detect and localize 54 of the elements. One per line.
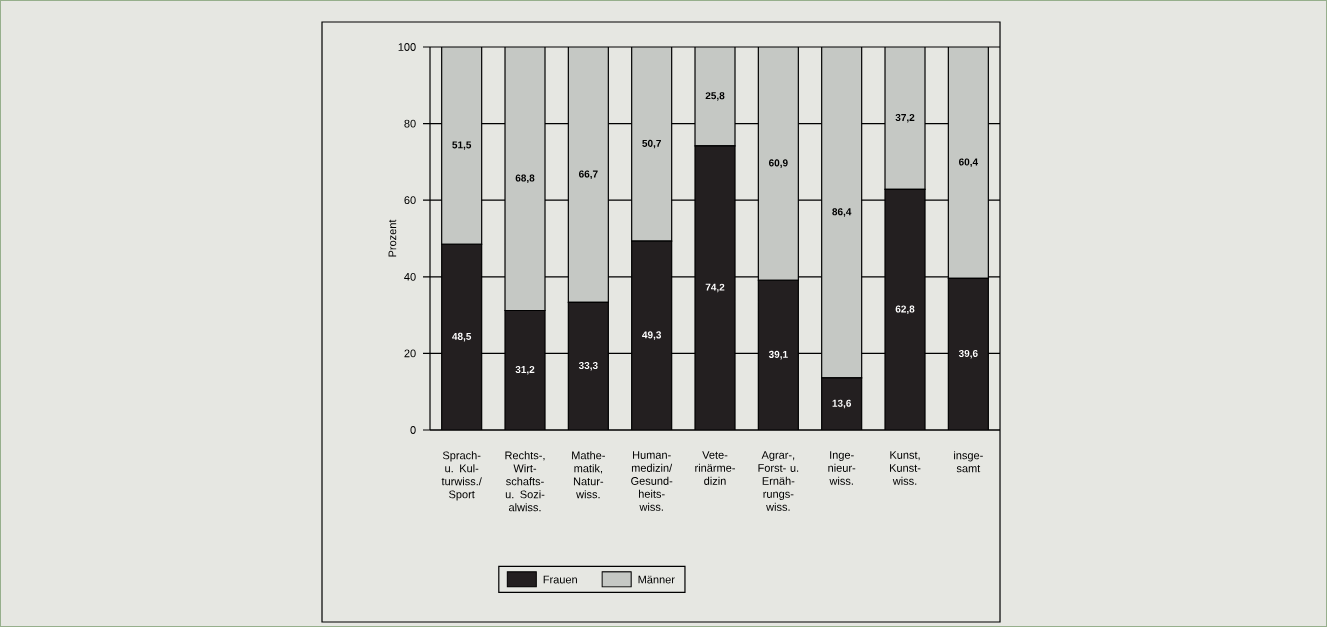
data-label: 13,6	[832, 399, 852, 409]
data-label: 62,8	[895, 305, 915, 315]
data-label: 60,4	[958, 158, 979, 167]
bar	[821, 47, 863, 379]
y-tick-label: 80	[404, 119, 416, 128]
data-label: 86,4	[832, 208, 852, 217]
y-tick-label: 60	[404, 196, 416, 205]
bar	[441, 47, 483, 245]
bar	[567, 47, 609, 304]
bar	[694, 145, 736, 430]
x-tick-label: Human- medizin/ Gesund- heits- wiss.	[631, 451, 673, 511]
y-tick-label: 100	[398, 43, 416, 51]
data-label: 39,1	[768, 350, 788, 360]
data-label: 31,2	[515, 365, 535, 375]
data-label: 37,2	[895, 113, 915, 123]
bar	[947, 47, 989, 279]
bar	[631, 47, 673, 242]
x-tick-label: insge- samt	[954, 451, 983, 473]
bar	[441, 243, 483, 430]
data-label: 48,5	[452, 332, 472, 342]
data-label: 50,7	[642, 139, 661, 149]
data-label: 49,3	[642, 331, 662, 340]
data-label: 25,8	[705, 92, 725, 101]
legend-label: Frauen	[543, 575, 577, 584]
x-tick-label: Kunst, Kunst- wiss.	[890, 451, 921, 485]
legend-label: Männer	[638, 575, 675, 584]
bar	[821, 377, 863, 430]
y-tick-label: 40	[404, 272, 416, 281]
bar	[947, 277, 989, 430]
bar	[567, 301, 609, 430]
bar	[694, 47, 736, 147]
x-tick-label: Mathe- matik, Natur- wiss.	[572, 451, 605, 499]
bar	[884, 47, 926, 191]
x-tick-label: Vete- rinärme- dizin	[695, 451, 735, 485]
data-label: 60,9	[768, 159, 788, 168]
x-tick-label: Agrar-, Forst- u. Ernäh- rungs- wiss.	[758, 451, 799, 511]
y-tick-label: 0	[410, 426, 416, 434]
x-tick-label: Inge- nieur- wiss.	[828, 451, 856, 485]
data-label: 51,5	[452, 141, 472, 150]
data-label: 33,3	[578, 361, 598, 371]
y-tick-label: 20	[404, 349, 416, 358]
bar	[504, 309, 546, 430]
data-label: 66,7	[578, 170, 598, 179]
data-label: 74,2	[705, 283, 725, 293]
data-label: 68,8	[515, 174, 535, 184]
y-axis-title: Prozent	[388, 219, 397, 257]
bar	[884, 188, 926, 430]
bar	[631, 240, 673, 430]
x-tick-label: Sprach- u. Kul- turwiss./ Sport	[441, 451, 482, 501]
bar	[504, 47, 546, 312]
bar	[757, 279, 799, 430]
x-tick-label: Rechts-, Wirt- schafts- u. Sozi- alwiss.	[505, 451, 545, 512]
bar	[757, 47, 799, 281]
data-label: 39,6	[958, 349, 978, 359]
